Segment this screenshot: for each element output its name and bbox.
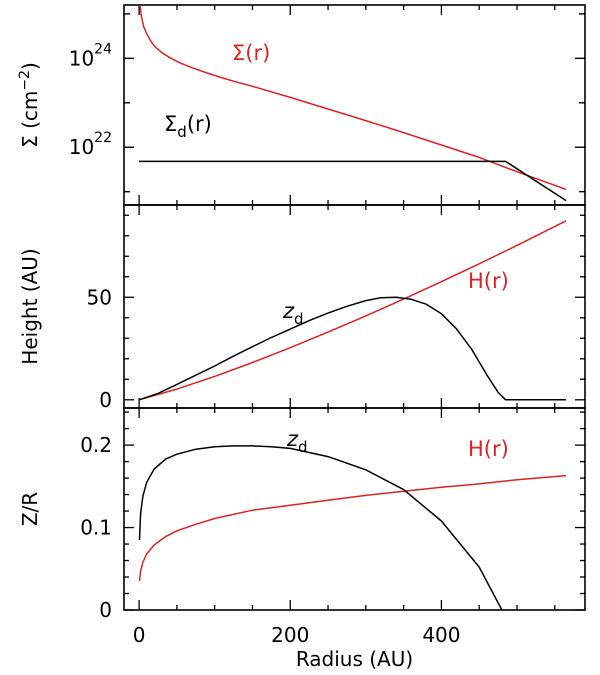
series-line-zd — [138, 296, 567, 401]
plot-frame — [123, 4, 586, 206]
y-tick-label: 0.2 — [80, 433, 112, 457]
series-line-hr — [138, 220, 567, 401]
series-line-hr — [138, 474, 567, 582]
series-annotation: H(r) — [468, 437, 509, 461]
series-annotation: zd — [286, 427, 308, 456]
series-line-zd — [138, 445, 503, 610]
plot-frame — [123, 204, 586, 409]
series-line-dr — [139, 160, 567, 202]
y-tick-label: 0 — [99, 388, 112, 412]
x-tick-label: 200 — [271, 623, 309, 647]
top-panel: 1024 1022 Σ (cm−2) Σ(r) Σd(r) — [17, 4, 586, 206]
y-axis-label: Z/R — [18, 492, 42, 526]
series-line-r — [139, 5, 567, 191]
y-axis-label: Σ (cm−2) — [17, 62, 42, 148]
series-annotation: Σd(r) — [164, 112, 212, 141]
plot-frame — [123, 407, 586, 611]
y-tick-label: 0.1 — [80, 516, 112, 540]
y-tick-label: 1024 — [69, 41, 112, 70]
series-annotation: H(r) — [468, 269, 509, 293]
x-tick-label: 400 — [422, 623, 460, 647]
series-annotation: Σ(r) — [232, 41, 270, 65]
y-axis-label: Height (AU) — [18, 248, 42, 364]
bottom-panel: 0 0.1 0.2 Z/R H(r) zd 0 200 400 Radius (AU) — [18, 407, 586, 671]
y-tick-label: 50 — [87, 285, 112, 309]
y-tick-label: 1022 — [69, 130, 112, 159]
middle-panel: 0 50 Height (AU) H(r) zd — [18, 204, 586, 412]
series-annotation: zd — [282, 299, 304, 328]
x-axis-label: Radius (AU) — [296, 647, 413, 671]
y-tick-label: 0 — [99, 598, 112, 622]
x-tick-label: 0 — [133, 623, 146, 647]
